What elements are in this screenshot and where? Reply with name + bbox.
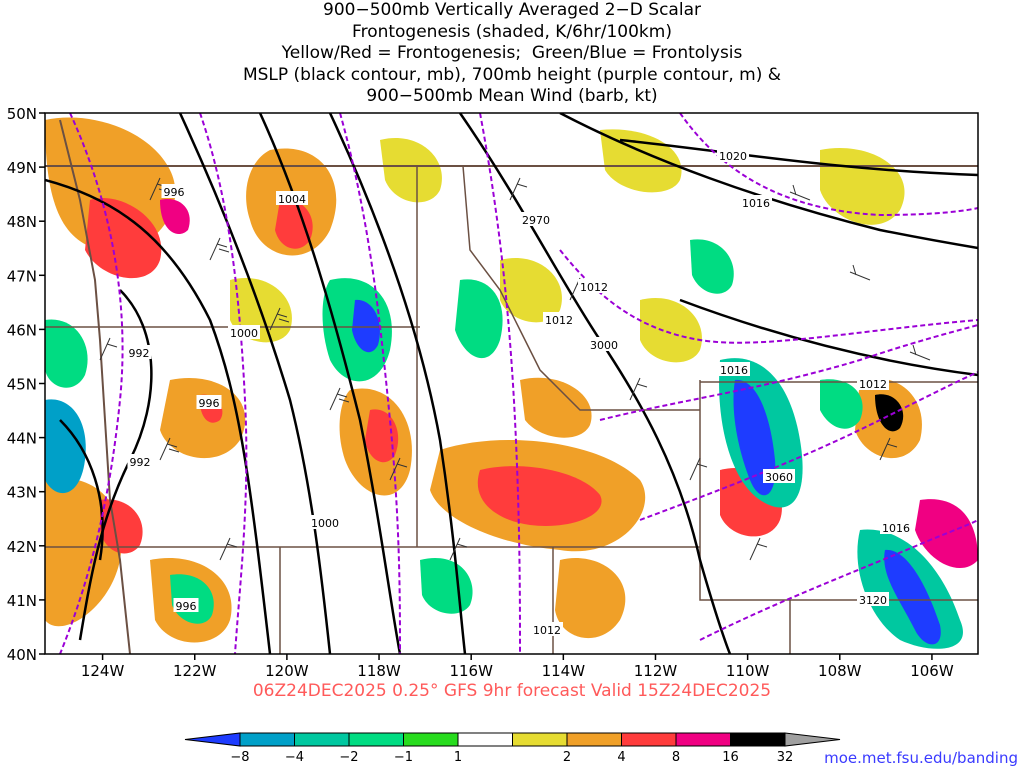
lat-tick-label: 44N (7, 430, 37, 448)
mslp-contour-label: 1020 (719, 150, 747, 163)
colorbar-swatch (566, 732, 622, 747)
mslp-contour-label: 1012 (859, 378, 887, 391)
colorbar-low-tip (184, 732, 241, 747)
colorbar-tick-label: 16 (722, 750, 739, 765)
mslp-contour-label-bg (740, 195, 772, 209)
lon-tick-label: 124W (81, 662, 125, 680)
mslp-contour-label-bg (228, 325, 260, 339)
mslp-contour-label-bg (196, 395, 222, 409)
colorbar: −8 −4 −2 −1 1 2 4 8 16 32 (184, 732, 841, 765)
lat-tick-label: 49N (7, 159, 37, 177)
lat-tick-label: 47N (7, 267, 37, 285)
mslp-contour-label-bg (717, 148, 749, 162)
lon-tick-label: 112W (634, 662, 678, 680)
mslp-contour-label-bg (276, 191, 308, 205)
mslp-contour-label: 1012 (533, 624, 561, 637)
lat-tick-label: 46N (7, 321, 37, 339)
colorbar-tick-label: −4 (285, 750, 304, 765)
lat-tick-label: 50N (7, 105, 37, 123)
forecast-valid-line: 06Z24DEC2025 0.25° GFS 9hr forecast Vali… (252, 681, 772, 701)
colorbar-tick-label: 1 (454, 750, 462, 765)
title-line-2: Frontogenesis (shaded, K/6hr/100km) (352, 21, 672, 42)
colorbar-swatch (294, 732, 350, 747)
longitude-axis: 124W 122W 120W 118W 116W 114W 112W 110W 108W 106W (81, 654, 954, 680)
title-line-4: MSLP (black contour, mb), 700mb height (… (242, 64, 782, 85)
title-line-1: 900−500mb Vertically Averaged 2−D Scalar (323, 0, 701, 20)
height-contour-label: 2970 (522, 214, 550, 227)
lat-tick-label: 42N (7, 538, 37, 556)
source-url[interactable]: moe.met.fsu.edu/banding (824, 749, 1018, 767)
lat-tick-label: 45N (7, 376, 37, 394)
height-contour-label-bg (588, 337, 620, 351)
colorbar-tick-label: 8 (672, 750, 680, 765)
colorbar-swatch (730, 732, 786, 747)
mslp-contour-label-bg (173, 598, 199, 612)
height-contour-label-bg (857, 592, 889, 606)
colorbar-swatch (512, 732, 568, 747)
mslp-contour-label-bg (161, 184, 187, 198)
colorbar-swatch (675, 732, 731, 747)
mslp-contour-label-bg (126, 345, 152, 359)
mslp-contour-label-bg (309, 515, 341, 529)
height-contours (59, 113, 978, 654)
mslp-contour-label: 992 (129, 347, 150, 360)
colorbar-swatch (239, 732, 295, 747)
height-contour-label-bg (763, 469, 795, 483)
colorbar-tick-label: −2 (339, 750, 358, 765)
mslp-contour-label: 1016 (742, 197, 770, 210)
height-contour-label: 3120 (859, 594, 887, 607)
latitude-axis: 50N 49N 48N 47N 46N 45N 44N 43N 42N 41N 40N (7, 105, 45, 664)
mslp-contour-label: 1012 (545, 314, 573, 327)
title-line-3: Yellow/Red = Frontogenesis; Green/Blue =… (281, 43, 743, 63)
mslp-contour-label-bg (857, 376, 889, 390)
mslp-contour-label: 1000 (311, 517, 339, 530)
lat-tick-label: 48N (7, 213, 37, 231)
mslp-contour-label: 1004 (278, 193, 306, 206)
height-contour-label: 3000 (590, 339, 618, 352)
lon-tick-label: 120W (265, 662, 309, 680)
mslp-contour-label-bg (543, 312, 575, 326)
map-title: 900−500mb Vertically Averaged 2−D Scalar… (0, 0, 1024, 108)
mslp-contour-label: 996 (164, 186, 185, 199)
height-contour-label: 3060 (765, 471, 793, 484)
lon-tick-label: 110W (726, 662, 770, 680)
lat-tick-label: 40N (7, 646, 37, 664)
lon-tick-label: 108W (818, 662, 862, 680)
colorbar-tick-label: −8 (230, 750, 249, 765)
colorbar-swatch (621, 732, 677, 747)
colorbar-swatch (348, 732, 404, 747)
lat-tick-label: 41N (7, 592, 37, 610)
mslp-contour-label: 1012 (580, 281, 608, 294)
lon-tick-label: 106W (910, 662, 954, 680)
title-line-5: 900−500mb Mean Wind (barb, kt) (366, 86, 658, 106)
lon-tick-label: 114W (542, 662, 586, 680)
colorbar-tick-label: 32 (777, 750, 794, 765)
mslp-contour-label: 1000 (230, 327, 258, 340)
mslp-contour-label-bg (127, 454, 153, 468)
lat-tick-label: 43N (7, 484, 37, 502)
mslp-contour-label-bg (531, 622, 563, 636)
colorbar-high-tip (784, 732, 841, 747)
height-contour-label-bg (520, 212, 552, 226)
mslp-contour-label: 996 (176, 600, 197, 613)
political-borders (45, 119, 978, 654)
mslp-contour-label-bg (880, 520, 912, 534)
contour-labels: 996 1004 1000 992 996 992 1000 996 1012 1012 1016 1… (126, 148, 912, 637)
lon-tick-label: 116W (449, 662, 493, 680)
mslp-contour-label: 996 (199, 397, 220, 410)
colorbar-swatch (457, 732, 513, 747)
mslp-contour-label: 992 (130, 456, 151, 469)
colorbar-swatch (403, 732, 459, 747)
colorbar-tick-label: −1 (394, 750, 413, 765)
mslp-contour-label-bg (718, 362, 750, 376)
mslp-contour-label-bg (578, 279, 610, 293)
lon-tick-label: 118W (357, 662, 401, 680)
colorbar-tick-label: 4 (617, 750, 625, 765)
colorbar-tick-label: 2 (563, 750, 571, 765)
mslp-contour-label: 1016 (720, 364, 748, 377)
lon-tick-label: 122W (173, 662, 217, 680)
mslp-contour-label: 1016 (882, 522, 910, 535)
